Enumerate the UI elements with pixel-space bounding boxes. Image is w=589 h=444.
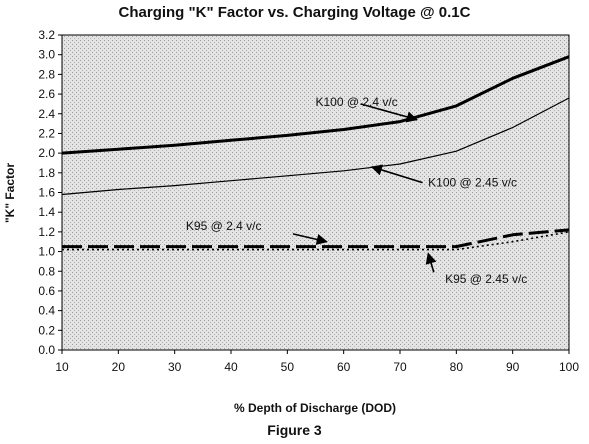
x-tick-label: 10	[55, 360, 69, 374]
annotation-arrow	[370, 164, 423, 184]
x-tick-label: 40	[224, 360, 238, 374]
x-tick-label: 20	[112, 360, 126, 374]
annotation-label: K95 @ 2.45 v/c	[445, 272, 527, 286]
chart-title: Charging "K" Factor vs. Charging Voltage…	[118, 4, 471, 21]
annotation-arrow	[360, 103, 418, 123]
y-tick-label: 2.0	[38, 146, 55, 160]
annotation-arrow	[292, 233, 328, 245]
x-tick-label: 30	[168, 360, 182, 374]
y-tick-label: 3.2	[38, 28, 55, 42]
y-tick-label: 0.0	[38, 343, 55, 357]
x-tick-label: 60	[337, 360, 351, 374]
y-tick-label: 1.6	[38, 186, 55, 200]
series-lines	[61, 55, 570, 251]
annotations: K100 @ 2.4 v/c K100 @ 2.45 v/c K95 @ 2.4 v…	[186, 95, 527, 286]
y-tick-label: 2.8	[38, 67, 55, 81]
x-axis-ticks: 10 20 30 40 50 60 70 80 90 100	[55, 350, 579, 374]
y-axis-ticks: 0.0 0.2 0.4 0.6 0.8 1.0 1.2 1.4 1.6 1.8 2.0 2.2 2.4 2…	[38, 28, 62, 357]
x-tick-label: 100	[559, 360, 579, 374]
y-tick-label: 1.0	[38, 245, 55, 259]
y-tick-label: 1.2	[38, 225, 55, 239]
x-tick-label: 90	[506, 360, 520, 374]
x-tick-label: 80	[450, 360, 464, 374]
plot-area	[61, 34, 570, 351]
series-line-0	[61, 55, 570, 155]
annotation-label: K100 @ 2.45 v/c	[428, 176, 517, 190]
y-tick-label: 2.2	[38, 126, 55, 140]
y-tick-label: 3.0	[38, 48, 55, 62]
annotation-label: K95 @ 2.4 v/c	[186, 219, 262, 233]
figure-caption: Figure 3	[267, 422, 322, 438]
y-tick-label: 0.8	[38, 264, 55, 278]
series-line-2	[62, 228, 570, 249]
x-axis-label: % Depth of Discharge (DOD)	[234, 401, 396, 415]
y-tick-label: 1.8	[38, 166, 55, 180]
y-tick-label: 0.6	[38, 284, 55, 298]
x-tick-label: 50	[281, 360, 295, 374]
annotation-label: K100 @ 2.4 v/c	[316, 95, 398, 109]
y-axis-label: "K" Factor	[3, 163, 17, 223]
y-tick-label: 2.4	[38, 107, 55, 121]
annotation-arrow	[425, 252, 437, 273]
y-tick-label: 0.2	[38, 323, 55, 337]
y-tick-label: 2.6	[38, 87, 55, 101]
y-tick-label: 1.4	[38, 205, 55, 219]
series-line-1	[61, 97, 570, 196]
y-tick-label: 0.4	[38, 304, 55, 318]
x-tick-label: 70	[393, 360, 407, 374]
